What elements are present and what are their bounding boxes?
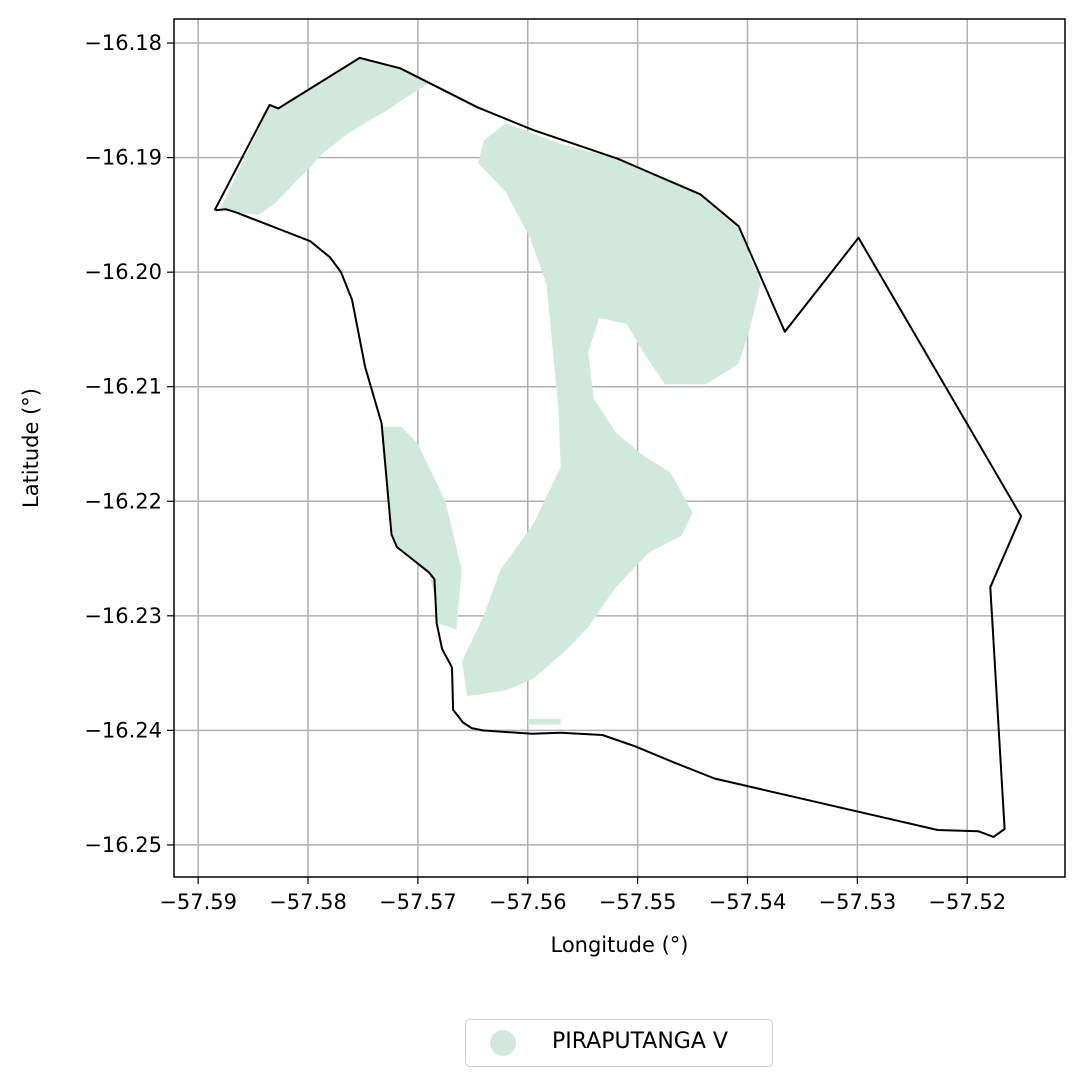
- y-tick-label: −16.19: [84, 146, 162, 170]
- y-tick-label: −16.22: [84, 489, 162, 513]
- vegetation-region: [380, 426, 462, 630]
- y-tick-label: −16.23: [84, 604, 162, 628]
- legend-label: PIRAPUTANGA V: [552, 1029, 728, 1054]
- y-tick-label: −16.18: [84, 31, 162, 55]
- vegetation-region: [461, 123, 761, 696]
- x-axis-title: Longitude (°): [550, 933, 688, 957]
- x-tick-label: −57.56: [489, 890, 567, 914]
- x-tick-label: −57.59: [159, 890, 237, 914]
- vegetation-region: [527, 718, 561, 725]
- x-tick-label: −57.52: [928, 890, 1006, 914]
- plot-frame: [173, 18, 1066, 878]
- y-tick-label: −16.21: [84, 375, 162, 399]
- y-tick-label: −16.25: [84, 833, 162, 857]
- y-axis-title: Latitude (°): [19, 388, 43, 508]
- x-tick-label: −57.55: [599, 890, 677, 914]
- y-tick-label: −16.20: [84, 260, 162, 284]
- y-tick-label: −16.24: [84, 718, 162, 742]
- x-tick-label: −57.53: [818, 890, 896, 914]
- x-tick-label: −57.58: [269, 890, 347, 914]
- legend-marker: [490, 1030, 516, 1056]
- boundary-line: [213, 56, 1023, 838]
- x-tick-label: −57.54: [709, 890, 787, 914]
- boundary-outline: [213, 56, 1023, 838]
- x-tick-label: −57.57: [379, 890, 457, 914]
- vegetation-regions: [220, 57, 761, 725]
- x-axis-ticks: −57.59 −57.58 −57.57 −57.56 −57.55 −57.54 −57.…: [159, 877, 1006, 914]
- y-axis-ticks: −16.18 −16.19 −16.20 −16.21 −16.22 −16.23 −16.…: [84, 31, 174, 857]
- vegetation-region: [220, 57, 429, 215]
- legend: PIRAPUTANGA V: [465, 1019, 773, 1067]
